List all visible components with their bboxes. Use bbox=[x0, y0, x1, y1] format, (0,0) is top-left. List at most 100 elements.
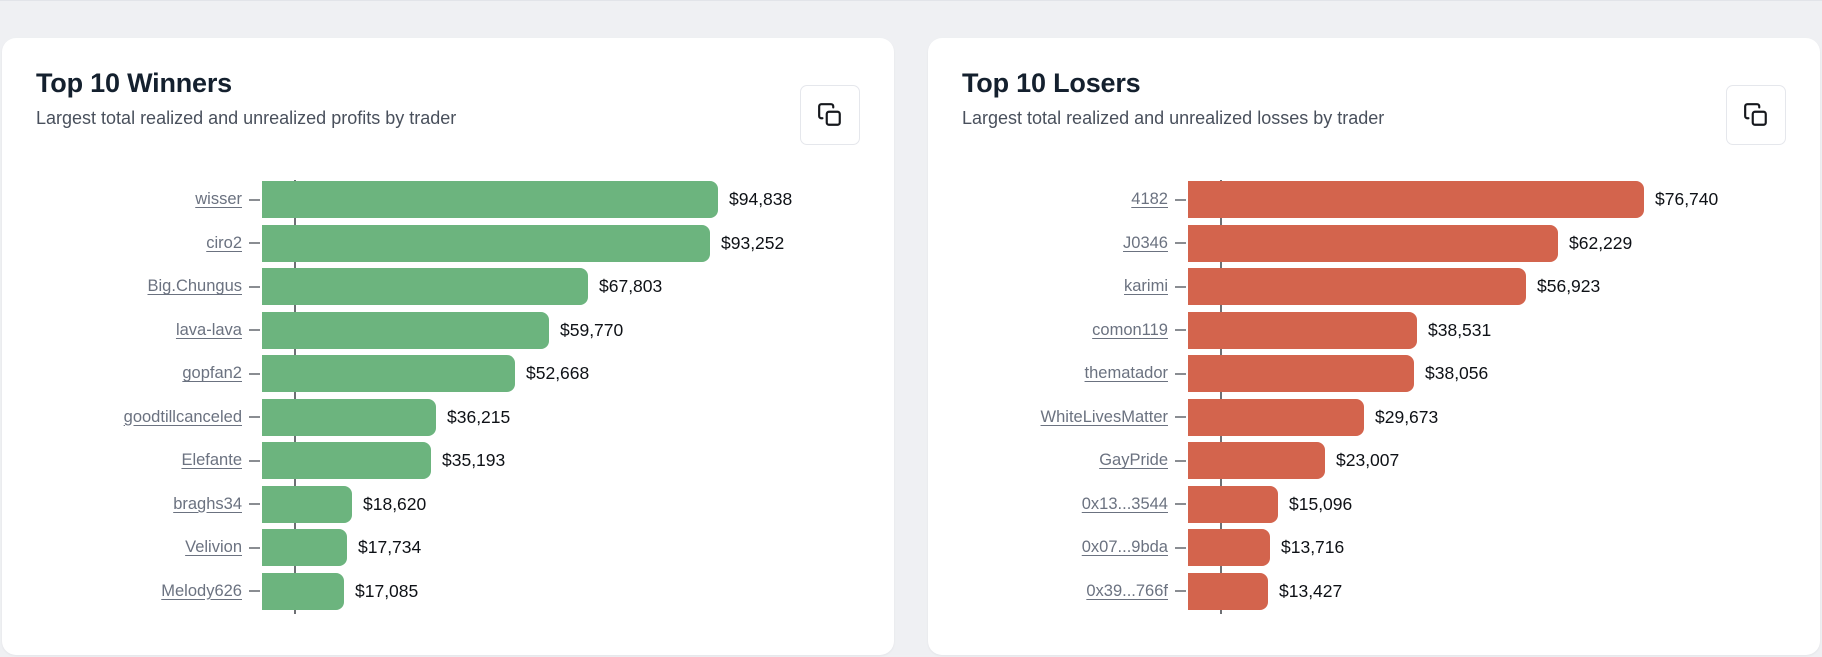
bar[interactable] bbox=[1188, 442, 1325, 480]
bar-wrap: $13,716 bbox=[1188, 529, 1344, 567]
bar-value-label: $15,096 bbox=[1289, 493, 1353, 514]
trader-link[interactable]: goodtillcanceled bbox=[123, 407, 242, 426]
bar-value-label: $62,229 bbox=[1569, 232, 1633, 253]
bar[interactable] bbox=[1188, 224, 1558, 262]
bar-wrap: $17,734 bbox=[262, 529, 421, 567]
bar[interactable] bbox=[262, 485, 352, 523]
losers-y-axis-line bbox=[1220, 180, 1222, 614]
bar[interactable] bbox=[262, 181, 718, 219]
bar[interactable] bbox=[262, 398, 436, 436]
trader-link[interactable]: 0x39...766f bbox=[1086, 581, 1168, 600]
chart-row: Velivion $17,734 bbox=[36, 526, 860, 570]
axis-tick bbox=[1175, 590, 1186, 593]
axis-tick bbox=[249, 590, 260, 593]
chart-row: WhiteLivesMatter $29,673 bbox=[962, 396, 1786, 440]
bar-wrap: $23,007 bbox=[1188, 442, 1400, 480]
bar[interactable] bbox=[262, 224, 710, 262]
bar-value-label: $18,620 bbox=[363, 493, 427, 514]
trader-link[interactable]: gopfan2 bbox=[182, 364, 242, 383]
bar[interactable] bbox=[262, 268, 588, 306]
bar-wrap: $38,056 bbox=[1188, 355, 1489, 393]
trader-link[interactable]: Big.Chungus bbox=[147, 277, 242, 296]
trader-link[interactable]: karimi bbox=[1124, 277, 1168, 296]
trader-link[interactable]: J0346 bbox=[1123, 233, 1168, 252]
chart-row: karimi $56,923 bbox=[962, 265, 1786, 309]
axis-tick bbox=[1175, 242, 1186, 245]
bar[interactable] bbox=[262, 442, 431, 480]
losers-card-subtitle: Largest total realized and unrealized lo… bbox=[962, 108, 1385, 128]
bar-value-label: $38,531 bbox=[1428, 319, 1492, 340]
trader-link[interactable]: lava-lava bbox=[175, 320, 242, 339]
bar-value-label: $23,007 bbox=[1336, 450, 1400, 471]
bar-value-label: $94,838 bbox=[729, 189, 793, 210]
bar[interactable] bbox=[1188, 529, 1270, 567]
trader-link[interactable]: wisser bbox=[195, 190, 242, 209]
axis-tick bbox=[1175, 198, 1186, 201]
bar-wrap: $56,923 bbox=[1188, 268, 1600, 306]
winners-chart-rows: wisser $94,838 ciro2 $93,252 Big.Chungus $67,… bbox=[36, 178, 860, 613]
bar[interactable] bbox=[262, 572, 344, 610]
axis-tick bbox=[249, 503, 260, 506]
bar[interactable] bbox=[1188, 398, 1364, 436]
trader-link[interactable]: Velivion bbox=[185, 538, 242, 557]
chart-row: ciro2 $93,252 bbox=[36, 222, 860, 266]
chart-row: J0346 $62,229 bbox=[962, 222, 1786, 266]
bar-value-label: $35,193 bbox=[442, 450, 506, 471]
bar[interactable] bbox=[262, 355, 515, 393]
winners-card: Top 10 Winners Largest total realized an… bbox=[2, 38, 894, 655]
axis-tick bbox=[1175, 285, 1186, 288]
bar[interactable] bbox=[1188, 355, 1414, 393]
copy-icon bbox=[1743, 102, 1769, 128]
losers-chart-rows: 4182 $76,740 J0346 $62,229 karimi $56,923 como… bbox=[962, 178, 1786, 613]
bar[interactable] bbox=[262, 311, 549, 349]
chart-row: Elefante $35,193 bbox=[36, 439, 860, 483]
axis-tick bbox=[1175, 503, 1186, 506]
losers-copy-button[interactable] bbox=[1726, 85, 1786, 145]
bar[interactable] bbox=[1188, 485, 1278, 523]
bar-value-label: $52,668 bbox=[526, 363, 590, 384]
bar-wrap: $59,770 bbox=[262, 311, 623, 349]
bar-value-label: $13,427 bbox=[1279, 580, 1343, 601]
bar[interactable] bbox=[1188, 268, 1526, 306]
bar-value-label: $29,673 bbox=[1375, 406, 1439, 427]
chart-row: comon119 $38,531 bbox=[962, 309, 1786, 353]
bar-wrap: $93,252 bbox=[262, 224, 784, 262]
bar-value-label: $17,085 bbox=[355, 580, 419, 601]
bar-wrap: $94,838 bbox=[262, 181, 793, 219]
bar[interactable] bbox=[262, 529, 347, 567]
bar-wrap: $62,229 bbox=[1188, 224, 1633, 262]
chart-row: Big.Chungus $67,803 bbox=[36, 265, 860, 309]
bar-wrap: $38,531 bbox=[1188, 311, 1492, 349]
bar-wrap: $18,620 bbox=[262, 485, 427, 523]
bar[interactable] bbox=[1188, 311, 1417, 349]
chart-row: goodtillcanceled $36,215 bbox=[36, 396, 860, 440]
bar[interactable] bbox=[1188, 181, 1644, 219]
trader-link[interactable]: 0x13...3544 bbox=[1081, 494, 1168, 513]
bar-wrap: $13,427 bbox=[1188, 572, 1343, 610]
bar-wrap: $76,740 bbox=[1188, 181, 1719, 219]
trader-link[interactable]: thematador bbox=[1084, 364, 1168, 383]
chart-row: lava-lava $59,770 bbox=[36, 309, 860, 353]
axis-tick bbox=[1175, 416, 1186, 419]
trader-link[interactable]: Elefante bbox=[181, 451, 242, 470]
bar[interactable] bbox=[1188, 572, 1268, 610]
winners-copy-button[interactable] bbox=[800, 85, 860, 145]
trader-link[interactable]: braghs34 bbox=[173, 494, 242, 513]
copy-icon bbox=[817, 102, 843, 128]
bar-wrap: $36,215 bbox=[262, 398, 511, 436]
losers-card: Top 10 Losers Largest total realized and… bbox=[928, 38, 1820, 655]
trader-link[interactable]: comon119 bbox=[1092, 320, 1168, 339]
chart-row: 0x07...9bda $13,716 bbox=[962, 526, 1786, 570]
trader-link[interactable]: 0x07...9bda bbox=[1081, 538, 1168, 557]
trader-link[interactable]: GayPride bbox=[1099, 451, 1168, 470]
axis-tick bbox=[249, 198, 260, 201]
trader-link[interactable]: 4182 bbox=[1131, 190, 1168, 209]
bar-value-label: $76,740 bbox=[1655, 189, 1719, 210]
bar-value-label: $36,215 bbox=[447, 406, 511, 427]
axis-tick bbox=[249, 329, 260, 332]
trader-link[interactable]: ciro2 bbox=[206, 233, 242, 252]
trader-link[interactable]: Melody626 bbox=[161, 581, 242, 600]
bar-value-label: $38,056 bbox=[1425, 363, 1489, 384]
trader-link[interactable]: WhiteLivesMatter bbox=[1040, 407, 1168, 426]
axis-tick bbox=[249, 459, 260, 462]
